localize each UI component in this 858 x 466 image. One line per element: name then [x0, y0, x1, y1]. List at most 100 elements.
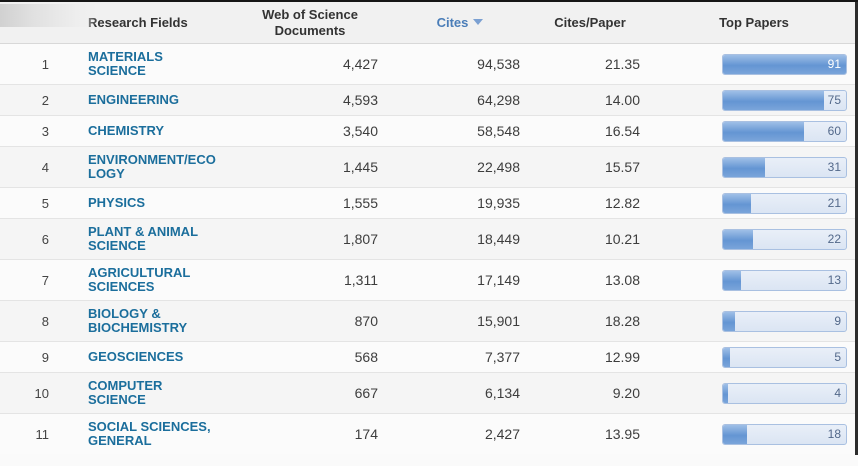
top-papers-value: 60 — [827, 124, 841, 139]
cites-per-paper-value: 13.95 — [604, 426, 640, 443]
cites-value: 6,134 — [484, 385, 520, 402]
cites-value: 18,449 — [477, 231, 520, 248]
top-papers-bar: 91 — [722, 53, 847, 75]
top-papers-value: 91 — [827, 57, 841, 72]
row-rank: 4 — [41, 159, 49, 175]
cites-value: 22,498 — [477, 159, 520, 176]
column-header-top-papers[interactable]: Top Papers — [719, 14, 789, 30]
table-row: 6 PLANT & ANIMAL SCIENCE 1,807 18,449 10… — [0, 218, 858, 260]
table-header-row: Research Fields Web of Science Documents… — [0, 2, 858, 45]
cites-value: 17,149 — [477, 272, 520, 289]
row-rank: 1 — [41, 56, 49, 72]
cites-per-paper-value: 21.35 — [604, 56, 640, 73]
cites-per-paper-value: 13.08 — [604, 272, 640, 289]
top-papers-bar: 22 — [722, 228, 847, 250]
column-header-research-fields[interactable]: Research Fields — [88, 14, 188, 30]
cites-per-paper-value: 12.99 — [604, 349, 640, 366]
top-papers-value: 5 — [834, 350, 841, 365]
top-papers-bar-fill — [723, 54, 846, 74]
top-papers-bar: 5 — [722, 346, 847, 368]
column-header-cites-per-paper[interactable]: Cites/Paper — [554, 14, 626, 30]
cites-value: 58,548 — [477, 123, 520, 140]
cites-per-paper-value: 14.00 — [604, 92, 640, 109]
top-papers-value: 18 — [827, 427, 841, 442]
table-row: 8 BIOLOGY & BIOCHEMISTRY 870 15,901 18.2… — [0, 300, 858, 342]
row-rank: 7 — [41, 272, 49, 288]
cites-value: 94,538 — [477, 56, 520, 73]
documents-value: 3,540 — [342, 123, 378, 140]
research-field-link[interactable]: SOCIAL SCIENCES, GENERAL — [88, 419, 211, 449]
row-rank: 8 — [41, 313, 49, 329]
top-papers-value: 31 — [827, 160, 841, 175]
corner-artifact — [0, 4, 98, 27]
cites-per-paper-value: 10.21 — [604, 231, 640, 248]
cites-value: 19,935 — [477, 195, 520, 212]
research-field-link[interactable]: MATERIALS SCIENCE — [88, 49, 163, 79]
research-field-link[interactable]: PHYSICS — [88, 195, 146, 211]
top-papers-value: 9 — [834, 314, 841, 329]
top-papers-bar: 13 — [722, 269, 847, 291]
table-row: 4 ENVIRONMENT/ECOLOGY 1,445 22,498 15.57… — [0, 146, 858, 188]
top-papers-value: 75 — [827, 93, 841, 108]
cites-value: 2,427 — [484, 426, 520, 443]
table-row: 3 CHEMISTRY 3,540 58,548 16.54 60 — [0, 115, 858, 147]
row-rank: 9 — [41, 349, 49, 365]
cites-value: 7,377 — [484, 349, 520, 366]
table-row: 5 PHYSICS 1,555 19,935 12.82 21 — [0, 187, 858, 219]
documents-value: 1,555 — [342, 195, 378, 212]
documents-value: 568 — [354, 349, 378, 366]
row-rank: 6 — [41, 231, 49, 247]
documents-value: 4,593 — [342, 92, 378, 109]
documents-value: 667 — [354, 385, 378, 402]
row-rank: 5 — [41, 195, 49, 211]
right-border — [855, 2, 858, 455]
top-papers-value: 21 — [827, 196, 841, 211]
research-field-link[interactable]: ENVIRONMENT/ECOLOGY — [88, 152, 216, 182]
documents-value: 4,427 — [342, 56, 378, 73]
row-rank: 3 — [41, 123, 49, 139]
cites-per-paper-value: 16.54 — [604, 123, 640, 140]
cites-per-paper-value: 15.57 — [604, 159, 640, 176]
top-papers-bar-fill — [723, 270, 741, 290]
documents-value: 1,311 — [344, 272, 378, 289]
top-papers-bar: 60 — [722, 120, 847, 142]
sort-desc-icon — [473, 18, 484, 25]
research-field-link[interactable]: GEOSCIENCES — [88, 349, 184, 365]
research-field-link[interactable]: PLANT & ANIMAL SCIENCE — [88, 224, 198, 254]
documents-value: 1,445 — [342, 159, 378, 176]
row-rank: 2 — [41, 92, 49, 108]
cites-header-label: Cites — [436, 14, 469, 30]
documents-value: 1,807 — [342, 231, 378, 248]
top-papers-bar-fill — [723, 383, 729, 403]
cites-per-paper-value: 9.20 — [612, 385, 640, 402]
top-papers-bar-fill — [723, 121, 805, 141]
top-papers-bar-fill — [723, 90, 825, 110]
column-header-documents[interactable]: Web of Science Documents — [262, 7, 358, 38]
cites-per-paper-value: 12.82 — [604, 195, 640, 212]
column-header-cites[interactable]: Cites — [390, 10, 530, 36]
research-field-link[interactable]: BIOLOGY & BIOCHEMISTRY — [88, 306, 188, 336]
top-papers-bar-fill — [723, 347, 730, 367]
top-papers-bar-fill — [723, 157, 765, 177]
research-field-link[interactable]: COMPUTER SCIENCE — [88, 378, 163, 408]
documents-value: 870 — [354, 313, 378, 330]
cites-value: 15,901 — [477, 313, 520, 330]
row-rank: 11 — [35, 426, 50, 442]
row-rank: 10 — [34, 385, 49, 401]
cites-value: 64,298 — [477, 92, 520, 109]
top-papers-value: 4 — [834, 386, 841, 401]
top-papers-value: 13 — [827, 273, 841, 288]
top-papers-bar: 9 — [722, 310, 847, 332]
table-row: 9 GEOSCIENCES 568 7,377 12.99 5 — [0, 341, 858, 373]
research-field-link[interactable]: ENGINEERING — [88, 92, 180, 108]
research-field-link[interactable]: CHEMISTRY — [88, 123, 165, 139]
top-papers-bar-fill — [723, 229, 753, 249]
table-row: 10 COMPUTER SCIENCE 667 6,134 9.20 4 — [0, 372, 858, 414]
research-field-link[interactable]: AGRICULTURAL SCIENCES — [88, 265, 191, 295]
top-papers-bar: 31 — [722, 156, 847, 178]
top-papers-bar: 75 — [722, 89, 847, 111]
top-papers-bar-fill — [723, 311, 736, 331]
documents-value: 174 — [354, 426, 378, 443]
table-row: 1 MATERIALS SCIENCE 4,427 94,538 21.35 9… — [0, 44, 858, 85]
cites-per-paper-value: 18.28 — [604, 313, 640, 330]
